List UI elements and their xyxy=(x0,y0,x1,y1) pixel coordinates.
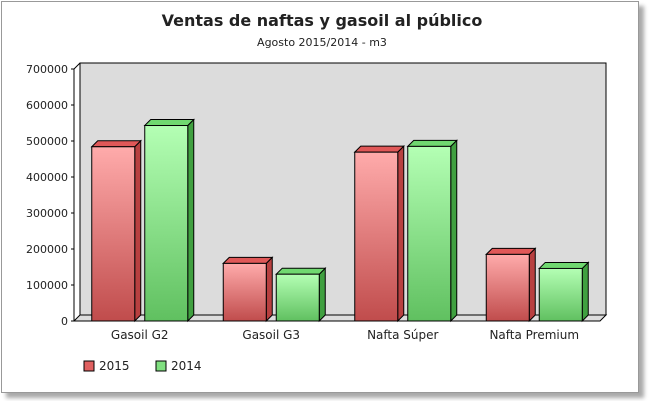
bar-2015-gasoil-g3 xyxy=(222,256,274,323)
y-tick-label: 100000 xyxy=(26,279,68,292)
bar-side xyxy=(318,266,326,323)
y-tick-label: 300000 xyxy=(26,207,68,220)
bar-top xyxy=(353,145,405,153)
bar-front xyxy=(275,273,320,322)
chart-subtitle: Agosto 2015/2014 - m3 xyxy=(257,36,387,49)
bar-side xyxy=(187,118,195,323)
bar-side xyxy=(581,261,589,323)
bar-front xyxy=(91,146,136,322)
y-tick-label: 200000 xyxy=(26,243,68,256)
bar-side xyxy=(450,139,458,323)
legend-swatch-2014 xyxy=(155,360,167,372)
legend: 2015 2014 xyxy=(83,359,202,373)
legend-label-2015: 2015 xyxy=(99,359,130,373)
axis-corner xyxy=(73,62,81,70)
bar-top xyxy=(143,119,195,127)
bar-side xyxy=(397,144,405,323)
bar-side xyxy=(265,256,273,323)
bar-top xyxy=(406,139,458,147)
bar-2014-gasoil-g3 xyxy=(275,266,327,323)
legend-label-2014: 2014 xyxy=(171,359,202,373)
bar-front xyxy=(485,253,530,322)
bar-chart: Ventas de naftas y gasoil al público Ago… xyxy=(26,11,608,373)
y-tick-label: 0 xyxy=(61,315,68,328)
y-tick-label: 500000 xyxy=(26,135,68,148)
bar-2015-gasoil-g2 xyxy=(90,139,142,323)
bar-top xyxy=(222,256,274,264)
bar-front xyxy=(222,262,267,322)
bar-front xyxy=(407,145,452,322)
chart-window: Ventas de naftas y gasoil al público Ago… xyxy=(1,1,639,393)
chart-title: Ventas de naftas y gasoil al público xyxy=(162,11,483,30)
bar-front xyxy=(354,151,399,322)
bar-2014-gasoil-g2 xyxy=(143,118,195,323)
bar-front xyxy=(144,125,189,322)
bar-side xyxy=(528,247,536,323)
y-tick-label: 700000 xyxy=(26,63,68,76)
bar-2015-nafta-premium xyxy=(485,247,537,323)
x-tick-label: Gasoil G2 xyxy=(111,328,169,342)
bar-2014-nafta-premium xyxy=(538,261,590,323)
x-tick-label: Nafta Súper xyxy=(367,328,438,342)
y-tick-label: 600000 xyxy=(26,99,68,112)
bar-top xyxy=(538,261,590,269)
bar-top xyxy=(90,140,142,148)
bar-front xyxy=(538,267,583,322)
y-tick-label: 400000 xyxy=(26,171,68,184)
bar-top xyxy=(275,267,327,275)
bar-top xyxy=(485,247,537,255)
x-tick-label: Nafta Premium xyxy=(489,328,579,342)
legend-swatch-2015 xyxy=(83,360,95,372)
bar-2014-nafta-súper xyxy=(406,139,458,323)
bar-2015-nafta-súper xyxy=(353,144,405,323)
bar-side xyxy=(134,139,142,323)
x-tick-label: Gasoil G3 xyxy=(242,328,300,342)
